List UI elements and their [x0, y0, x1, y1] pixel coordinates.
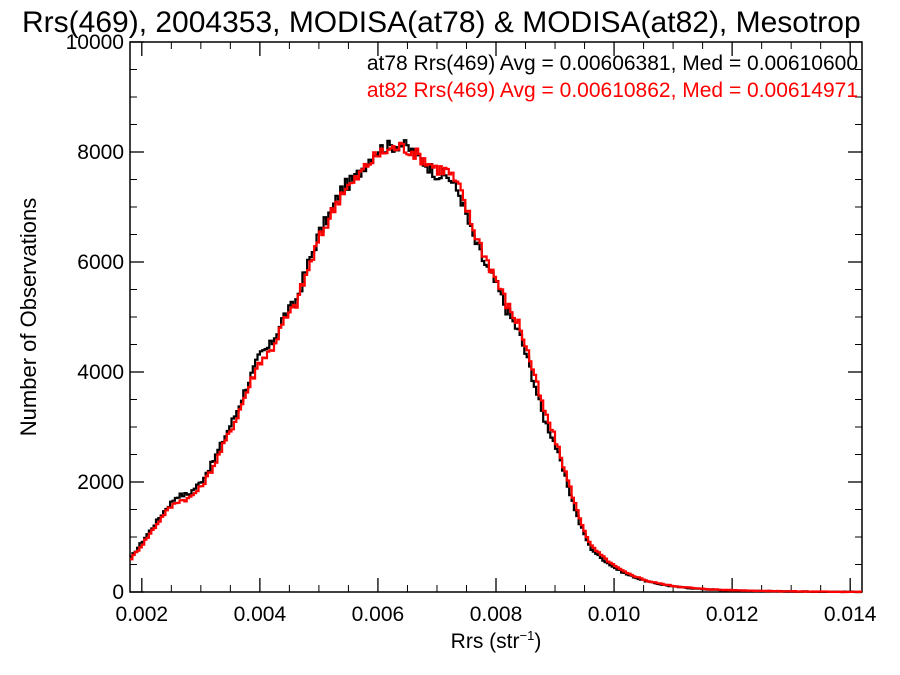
x-axis-label: Rrs (str−1)	[451, 628, 542, 653]
y-axis: 0 2000 4000 6000 8000 10000	[66, 31, 862, 604]
x-tick-label: 0.004	[234, 603, 287, 626]
x-axis-label-main: Rrs (str	[451, 630, 520, 653]
x-tick-label: 0.010	[588, 603, 641, 626]
x-axis-label-superscript: −1	[520, 628, 535, 643]
x-axis: 0.002 0.004 0.006 0.008 0.010 0.012 0.014	[116, 42, 877, 626]
y-tick-label: 2000	[77, 471, 124, 494]
x-tick-label: 0.012	[706, 603, 759, 626]
x-tick-label: 0.002	[116, 603, 169, 626]
y-tick-label: 0	[112, 581, 124, 604]
y-tick-label: 4000	[77, 361, 124, 384]
legend-entry-at78: at78 Rrs(469) Avg = 0.00606381, Med = 0.…	[367, 52, 858, 75]
plot-frame	[129, 41, 863, 593]
y-tick-label: 6000	[77, 251, 124, 274]
x-tick-label: 0.014	[824, 603, 877, 626]
series-line-at82	[130, 141, 862, 594]
y-axis-label: Number of Observations	[16, 198, 41, 436]
legend-entry-at82: at82 Rrs(469) Avg = 0.00610862, Med = 0.…	[367, 79, 858, 102]
series-layer	[130, 139, 862, 594]
y-tick-label: 10000	[66, 31, 124, 54]
x-axis-label-close: )	[534, 630, 541, 653]
series-line-at78	[130, 139, 862, 594]
x-tick-label: 0.008	[470, 603, 523, 626]
chart-title: Rrs(469), 2004353, MODISA(at78) & MODISA…	[22, 6, 861, 39]
x-tick-label: 0.006	[352, 603, 405, 626]
y-tick-label: 8000	[77, 141, 124, 164]
